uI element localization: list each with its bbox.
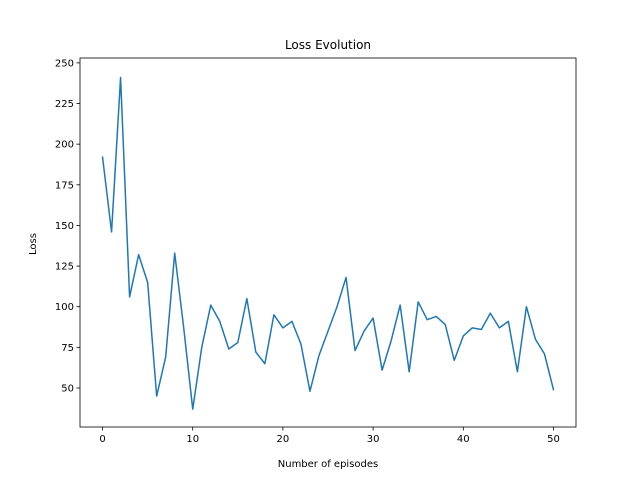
y-tick-label: 75: [61, 343, 74, 354]
x-tick-label: 20: [277, 434, 290, 445]
x-tick-label: 10: [186, 434, 199, 445]
x-tick-label: 0: [99, 434, 105, 445]
y-tick-label: 225: [55, 99, 74, 110]
x-axis-label: Number of episodes: [278, 459, 378, 470]
y-tick-label: 50: [61, 383, 74, 394]
x-tick-label: 30: [367, 434, 380, 445]
y-tick-label: 150: [55, 221, 74, 232]
y-tick-label: 250: [55, 58, 74, 69]
chart-title: Loss Evolution: [285, 38, 371, 52]
y-tick-label: 200: [55, 140, 74, 151]
x-tick-label: 50: [547, 434, 560, 445]
y-axis-label: Loss: [28, 233, 39, 255]
series-line-0: [101, 76, 555, 410]
y-tick-label: 125: [55, 262, 74, 273]
plot-frame: [79, 57, 577, 428]
plot-area: 0 10 20 30 40 50 50 75 100 125 150 175 200 225 250: [55, 57, 577, 445]
x-tick-label: 40: [457, 434, 470, 445]
y-tick-label: 100: [55, 302, 74, 313]
y-tick-label: 175: [55, 180, 74, 191]
